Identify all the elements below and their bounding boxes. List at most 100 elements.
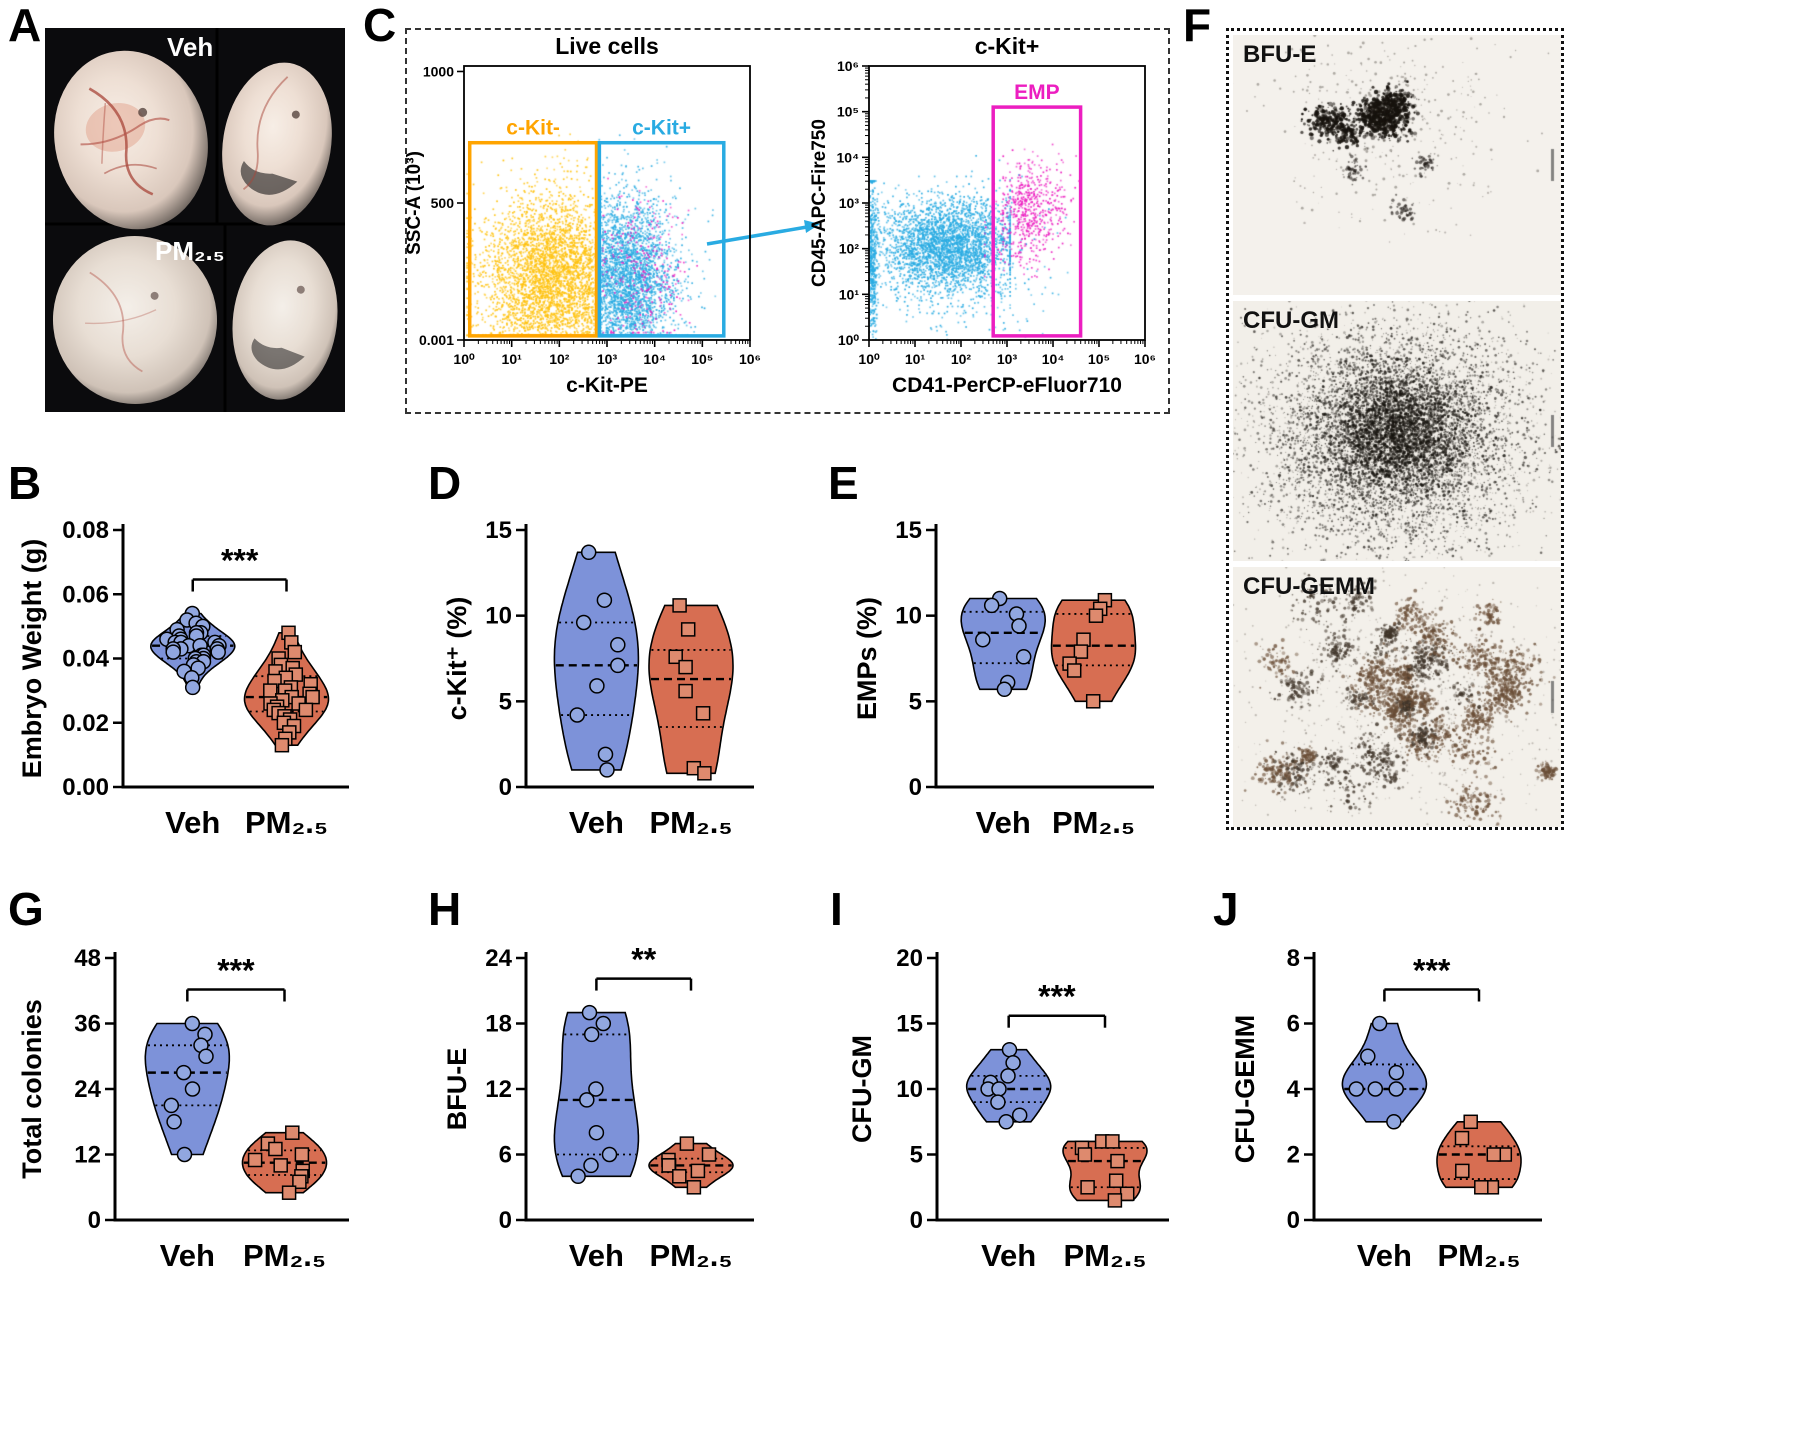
- data-point-square: [1076, 632, 1091, 647]
- data-point-circle: [1388, 1081, 1404, 1097]
- data-point-square: [1454, 1130, 1470, 1146]
- data-point-circle: [198, 1048, 214, 1065]
- gate-label: c-Kit+: [632, 117, 691, 140]
- y-tick-label: 0: [1287, 1207, 1300, 1234]
- data-point-square: [247, 1152, 263, 1168]
- panel-c-label: C: [363, 0, 397, 51]
- x-tick-label: 10³: [597, 351, 618, 367]
- data-point-circle: [601, 1146, 618, 1163]
- y-axis-title: EMPs (%): [852, 597, 882, 720]
- cfugm-image-canvas: [1233, 301, 1561, 561]
- data-point-square: [680, 622, 696, 637]
- y-tick-label: 2: [1287, 1142, 1300, 1169]
- data-point-circle: [583, 1157, 599, 1174]
- data-point-circle: [975, 631, 991, 648]
- plot-title: c-Kit+: [975, 33, 1040, 59]
- violin-chart-cfugemm: 0 2 4 6 8 CFU-GEMM Veh PM₂.₅ ***: [1230, 945, 1542, 1273]
- data-point-circle: [579, 1092, 595, 1108]
- significance-stars: ***: [1413, 953, 1451, 989]
- y-tick-label: 10: [895, 603, 922, 630]
- colony-image-bfue: BFU-E: [1233, 35, 1561, 295]
- y-tick-label: 0.001: [419, 332, 454, 348]
- data-point-square: [1066, 663, 1082, 678]
- data-point-square: [273, 1158, 288, 1173]
- data-point-square: [292, 1174, 307, 1190]
- bfue-image-label: BFU-E: [1243, 41, 1317, 68]
- data-point-circle: [588, 1081, 604, 1097]
- data-point-square: [672, 1169, 687, 1184]
- violin-veh: [960, 597, 1046, 691]
- plot-title: Live cells: [555, 33, 659, 59]
- category-label: Veh: [981, 1238, 1036, 1273]
- data-point-circle: [998, 1114, 1014, 1130]
- y-tick-label: 15: [896, 1011, 923, 1038]
- data-point-square: [661, 1158, 676, 1173]
- violin-veh: [1341, 1022, 1428, 1123]
- x-tick-label: 10⁴: [1042, 351, 1065, 367]
- data-point-circle: [595, 1015, 612, 1032]
- data-point-square: [1463, 1114, 1478, 1130]
- data-point-circle: [610, 637, 626, 653]
- y-tick-label: 10⁴: [837, 149, 860, 165]
- panel-b-label: B: [8, 457, 42, 509]
- data-point-square: [1455, 1163, 1470, 1179]
- data-point-square: [281, 1185, 297, 1200]
- data-point-circle: [588, 1124, 605, 1141]
- embryo-pm-1: [52, 236, 218, 404]
- y-tick-label: 10⁵: [837, 104, 859, 120]
- y-tick-label: 10²: [839, 241, 860, 257]
- data-point-square: [678, 683, 693, 699]
- category-label: Veh: [569, 805, 624, 840]
- x-tick-label: 10⁵: [691, 351, 713, 367]
- data-point-circle: [1011, 1107, 1028, 1123]
- data-point-circle: [210, 644, 226, 660]
- data-point-square: [701, 1147, 717, 1162]
- significance-stars: ***: [217, 953, 255, 989]
- flow-cytometry-box: Live cells 10⁰ 10¹ 10² 10³ 10⁴ 10⁵ 10⁶ 1000 500 0.…: [404, 28, 1170, 414]
- data-point-circle: [580, 544, 597, 561]
- x-tick-label: 10²: [549, 351, 570, 367]
- violin-veh: [553, 551, 640, 771]
- flow-right-dots: [869, 66, 1145, 340]
- embryo-veh-1: [54, 50, 208, 230]
- data-point-square: [697, 766, 712, 781]
- y-tick-label: 5: [910, 1142, 923, 1169]
- embryo-pm-2: [232, 240, 338, 400]
- y-axis-title: CD45-APC-Fire750: [809, 119, 830, 287]
- x-tick-label: 10³: [997, 351, 1018, 367]
- colony-image-cfugemm: CFU-GEMM: [1233, 567, 1561, 827]
- y-tick-label: 10⁶: [837, 58, 859, 74]
- y-tick-label: 10⁰: [838, 332, 860, 348]
- x-tick-label: 10¹: [502, 351, 523, 367]
- cfugm-image-label: CFU-GM: [1243, 307, 1339, 334]
- data-point-circle: [176, 1146, 193, 1163]
- data-point-circle: [596, 592, 613, 608]
- data-point-circle: [1005, 1055, 1021, 1071]
- data-point-square: [1119, 1186, 1135, 1202]
- data-point-circle: [1348, 1081, 1365, 1097]
- plot-frame: [463, 65, 751, 341]
- y-tick-label: 1000: [423, 63, 454, 79]
- colony-image-cfugm: CFU-GM: [1233, 301, 1561, 561]
- violin-chart-ckit-percent: 0 5 10 15 c-Kit⁺ (%) Veh PM₂.₅: [442, 517, 754, 840]
- y-tick-label: 0: [499, 774, 512, 801]
- gate-c-Kit+: [597, 140, 726, 338]
- data-point-square: [672, 598, 687, 613]
- cfugemm-image-canvas: [1233, 567, 1561, 827]
- data-point-square: [1088, 608, 1104, 623]
- panel-e-label: E: [828, 457, 859, 509]
- y-tick-label: 10¹: [839, 286, 860, 302]
- data-point-square: [1105, 1134, 1120, 1149]
- data-point-square: [1073, 644, 1089, 659]
- pm-photo-label: PM₂.₅: [155, 236, 225, 266]
- y-tick-label: 20: [896, 945, 923, 972]
- y-tick-label: 6: [1287, 1011, 1300, 1038]
- y-tick-label: 0: [499, 1207, 512, 1234]
- data-point-square: [1085, 694, 1101, 709]
- flow-overlay: Live cells 10⁰ 10¹ 10² 10³ 10⁴ 10⁵ 10⁶ 1000 500 0.…: [404, 33, 1156, 397]
- y-tick-label: 10: [485, 603, 512, 630]
- gate-label: c-Kit-: [506, 117, 560, 140]
- data-point-circle: [599, 762, 615, 778]
- y-tick-label: 10: [896, 1076, 923, 1103]
